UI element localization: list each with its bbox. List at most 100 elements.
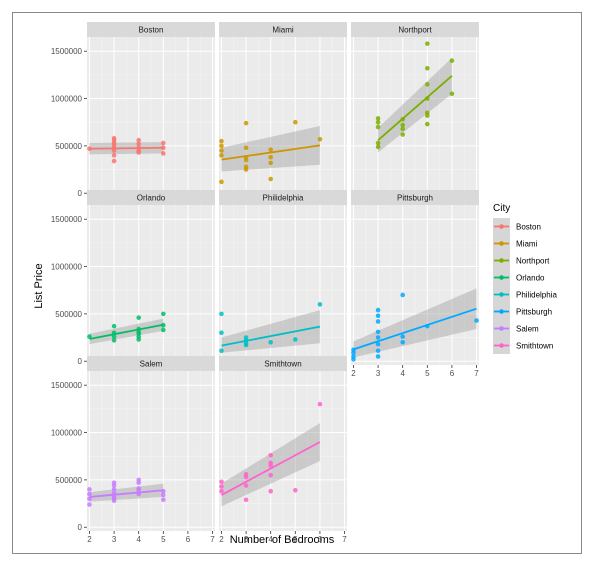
data-point (425, 110, 430, 116)
data-point (219, 179, 224, 185)
y-tick-label: 500000 (55, 142, 82, 151)
x-tick-label: 3 (376, 369, 381, 378)
trend-line (221, 441, 321, 496)
data-point (474, 318, 479, 323)
x-tick-label: 6 (186, 535, 191, 544)
data-point (293, 337, 298, 342)
facet-strip-label: Boston (139, 26, 164, 35)
data-point (317, 136, 323, 142)
chart-frame (12, 12, 582, 554)
data-point (400, 126, 405, 132)
facet-strip-label: Northport (398, 26, 432, 35)
data-point (243, 483, 249, 488)
data-point (111, 487, 117, 492)
facet-strip-label: Orlando (137, 194, 166, 203)
data-point (243, 471, 249, 477)
data-point (268, 176, 273, 182)
facet-strip (87, 356, 215, 371)
data-point (219, 484, 224, 489)
data-point (243, 145, 249, 151)
legend-point (499, 326, 504, 331)
facet-panel-smithtown: Smithtown 2 3 4 5 6 7 (219, 356, 347, 544)
legend-point (499, 258, 504, 263)
data-point (375, 307, 381, 313)
data-point (449, 58, 455, 63)
data-point (400, 122, 405, 128)
facet-strip-label: Miami (272, 26, 294, 35)
confidence-band (378, 57, 452, 153)
data-point (136, 141, 141, 147)
data-point (111, 338, 117, 343)
data-point (375, 144, 381, 150)
facet-strip (87, 22, 215, 37)
legend-title: City (493, 203, 510, 214)
data-point (87, 502, 92, 507)
trend-line (221, 144, 321, 161)
data-point (161, 140, 166, 146)
data-point (268, 154, 273, 160)
legend-label: Orlando (516, 274, 545, 283)
data-point (219, 348, 224, 354)
y-tick-label: 1000000 (51, 95, 83, 104)
x-tick-label: 7 (474, 369, 479, 378)
data-point (161, 497, 166, 503)
data-point (87, 146, 92, 152)
x-tick-label: 2 (87, 535, 92, 544)
data-point (317, 302, 323, 307)
data-point (317, 401, 323, 407)
facet-panel-miami: Miami (219, 22, 347, 197)
x-tick-label: 7 (210, 535, 215, 544)
data-point (375, 119, 381, 125)
data-point (219, 488, 224, 494)
x-tick-label: 2 (351, 369, 356, 378)
y-axis-title: List Price (33, 263, 45, 308)
facet-strip (87, 190, 215, 205)
legend-label: Miami (516, 240, 538, 249)
facet-strip-label: Philidelphia (263, 194, 304, 203)
data-point (111, 494, 117, 500)
trend-line (89, 146, 164, 150)
x-tick-label: 4 (268, 535, 273, 544)
data-point (87, 334, 92, 339)
facet-strip (219, 22, 347, 37)
y-tick-label: 0 (78, 189, 83, 198)
data-point (243, 120, 249, 126)
data-point (219, 138, 224, 144)
data-point (425, 41, 430, 46)
facet-panel-boston: Boston 0 500000 1000000 1500000 (51, 22, 215, 198)
facet-strip (219, 190, 347, 205)
facet-strip-label: Smithtown (264, 360, 301, 369)
facet-panel-pittsburgh: Pittsburgh 2 3 4 5 6 7 (351, 190, 479, 378)
data-point (136, 477, 141, 483)
data-point (268, 472, 273, 478)
data-point (111, 334, 117, 339)
x-tick-label: 5 (161, 535, 166, 544)
facet-panel-philidelphia: Philidelphia (219, 190, 347, 365)
facet-strip-label: Salem (140, 360, 163, 369)
x-tick-label: 6 (450, 369, 455, 378)
legend-label: Smithtown (516, 342, 553, 351)
y-tick-label: 0 (78, 523, 83, 532)
y-tick-label: 1000000 (51, 429, 83, 438)
data-point (268, 339, 273, 345)
x-tick-label: 6 (318, 535, 323, 544)
data-point (161, 311, 166, 317)
data-point (219, 153, 224, 158)
data-point (425, 65, 430, 71)
data-point (375, 348, 381, 354)
data-point (268, 488, 273, 494)
data-point (375, 329, 381, 335)
y-tick-label: 1500000 (51, 47, 83, 56)
x-tick-label: 5 (425, 369, 430, 378)
data-point (425, 121, 430, 127)
data-point (400, 132, 405, 137)
data-point (111, 136, 117, 141)
data-point (293, 487, 298, 493)
data-point (87, 491, 92, 497)
legend-point (499, 309, 504, 314)
x-axis-title: Number of Bedrooms (230, 534, 335, 546)
data-point (268, 460, 273, 466)
data-point (87, 487, 92, 492)
data-point (136, 315, 141, 320)
data-point (375, 354, 381, 359)
